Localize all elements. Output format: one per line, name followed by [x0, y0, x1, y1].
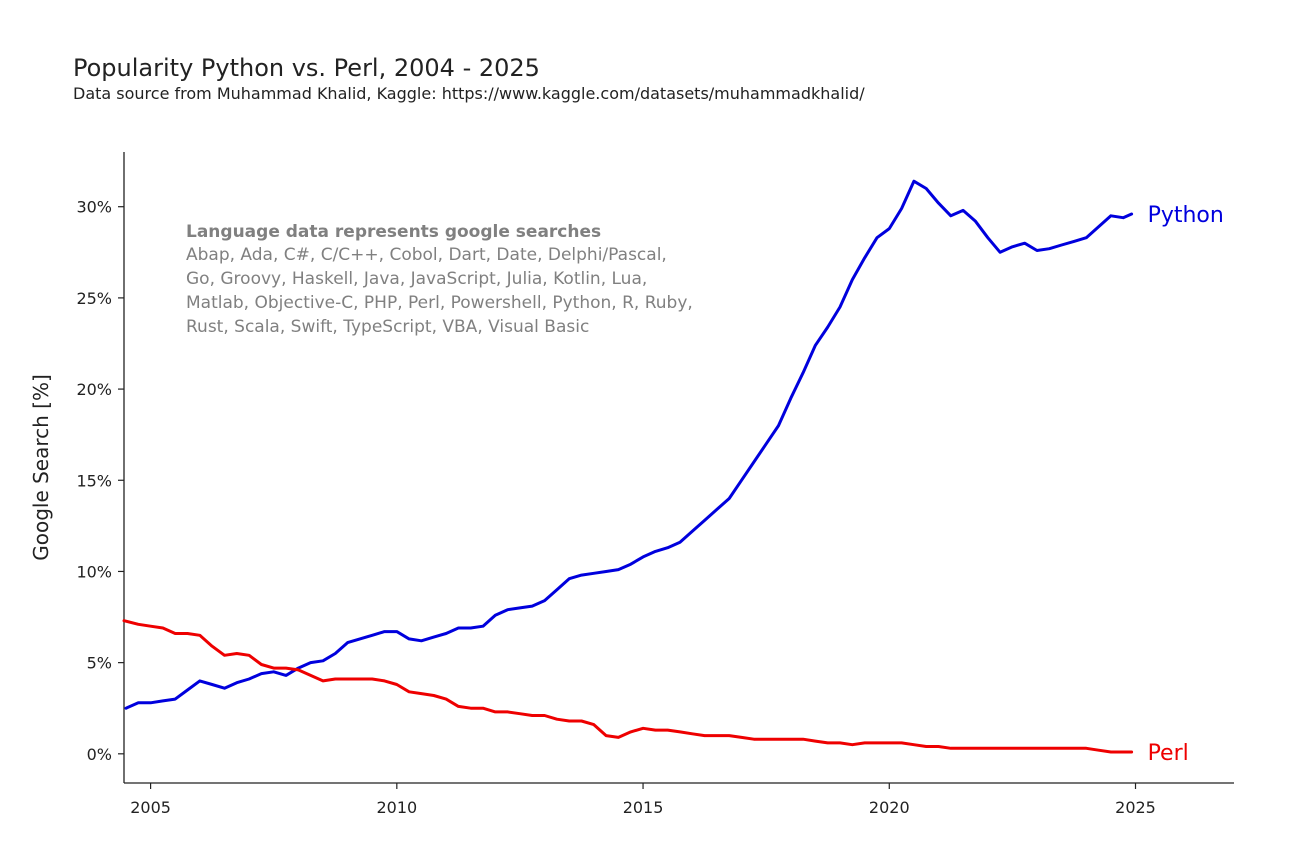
y-tick-label: 25%: [76, 289, 112, 308]
annotation-line: Go, Groovy, Haskell, Java, JavaScript, J…: [186, 269, 647, 289]
x-tick-label: 2005: [130, 798, 171, 817]
series-label-python: Python: [1148, 203, 1224, 228]
annotation-line: Rust, Scala, Swift, TypeScript, VBA, Vis…: [186, 317, 589, 337]
annotation-heading: Language data represents google searches: [186, 222, 601, 242]
y-tick-label: 5%: [87, 654, 112, 673]
x-tick-label: 2020: [869, 798, 910, 817]
series-line-perl: [122, 619, 1134, 754]
y-axis-label: Google Search [%]: [29, 374, 53, 561]
x-ticks: 2005 2010 2015 2020 2025: [130, 783, 1156, 817]
annotation-line: Abap, Ada, C#, C/C++, Cobol, Dart, Date,…: [186, 245, 667, 265]
chart-subtitle: Data source from Muhammad Khalid, Kaggle…: [73, 84, 865, 103]
y-tick-label: 30%: [76, 198, 112, 217]
x-tick-label: 2025: [1115, 798, 1156, 817]
axes: 2005 2010 2015 2020 2025 0% 5% 10% 15% 20% 25% 30%: [76, 152, 1234, 817]
y-tick-label: 10%: [76, 562, 112, 581]
y-ticks: 0% 5% 10% 15% 20% 25% 30%: [76, 198, 124, 764]
y-tick-label: 0%: [87, 745, 112, 764]
annotation-line: Matlab, Objective-C, PHP, Perl, Powershe…: [186, 293, 693, 313]
x-tick-label: 2010: [376, 798, 417, 817]
x-tick-label: 2015: [623, 798, 664, 817]
chart-title: Popularity Python vs. Perl, 2004 - 2025: [73, 54, 540, 82]
annotation-box: Language data represents google searches…: [186, 222, 693, 337]
y-tick-label: 20%: [76, 380, 112, 399]
y-tick-label: 15%: [76, 471, 112, 490]
series-label-perl: Perl: [1148, 741, 1189, 766]
series-group: Python Perl: [122, 179, 1224, 766]
